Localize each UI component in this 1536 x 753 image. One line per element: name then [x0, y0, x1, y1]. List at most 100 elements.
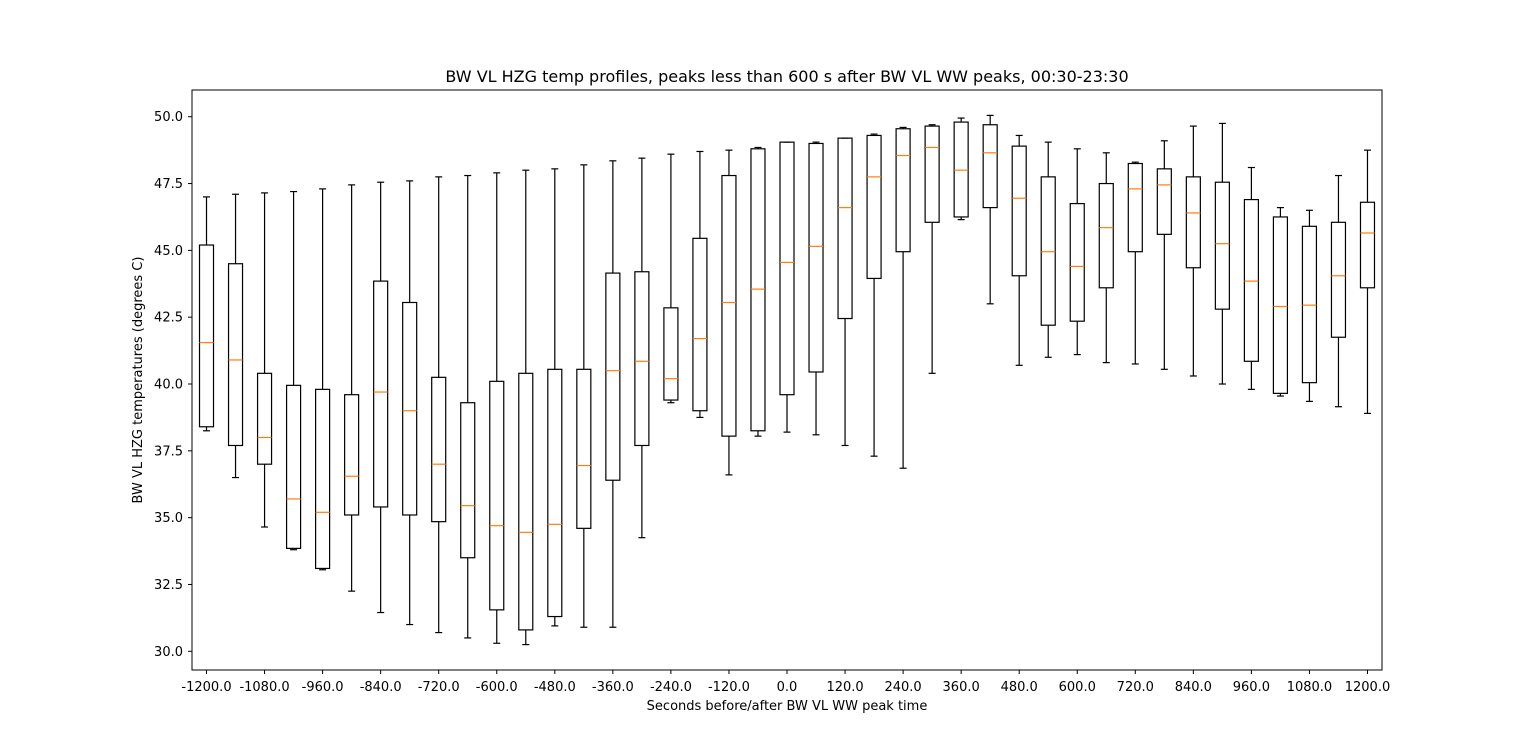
box-body — [634, 271, 650, 447]
box-23 — [866, 133, 882, 457]
box-7 — [402, 180, 418, 626]
y-tick-label: 35.0 — [154, 511, 183, 526]
box-17 — [692, 150, 708, 419]
box-32 — [1127, 161, 1143, 365]
y-tick-label: 40.0 — [154, 378, 183, 393]
box-29 — [1040, 141, 1056, 358]
box-27 — [982, 114, 998, 305]
box-body — [982, 124, 998, 209]
box-39 — [1330, 174, 1347, 408]
x-tick-label: -720.0 — [418, 680, 460, 695]
x-tick-label: 0.0 — [777, 680, 798, 695]
box-body — [1214, 181, 1230, 310]
x-tick-label: 120.0 — [826, 680, 863, 695]
box-body — [1272, 216, 1289, 394]
box-body — [605, 272, 621, 481]
x-tick-label: -480.0 — [534, 680, 576, 695]
box-30 — [1069, 148, 1085, 356]
box-body — [1040, 176, 1056, 326]
x-axis: -1200.0 -1080.0 -960.0 -840.0 -720.0 -600.0 -4… — [181, 670, 1390, 695]
box-body — [518, 372, 534, 631]
box-21 — [808, 141, 824, 436]
box-body — [808, 142, 824, 373]
box-body — [431, 376, 447, 523]
x-axis-label: Seconds before/after BW VL WW peak time — [647, 699, 928, 714]
box-body — [779, 141, 795, 396]
x-tick-label: 600.0 — [1059, 680, 1096, 695]
box-body — [1098, 182, 1114, 289]
x-tick-label: 1200.0 — [1345, 680, 1391, 695]
x-tick-label: -600.0 — [476, 680, 518, 695]
box-11 — [518, 169, 534, 646]
y-tick-label: 45.0 — [154, 244, 183, 259]
x-tick-label: -1200.0 — [181, 680, 231, 695]
box-34 — [1185, 125, 1201, 377]
box-14 — [605, 160, 621, 628]
x-tick-label: 1080.0 — [1287, 680, 1333, 695]
box-body — [576, 368, 592, 529]
y-tick-label: 30.0 — [154, 645, 183, 660]
box-body — [1156, 168, 1172, 235]
box-body — [547, 368, 563, 618]
box-2 — [256, 192, 273, 528]
box-body — [663, 307, 679, 401]
box-body — [402, 301, 418, 516]
x-tick-label: 360.0 — [943, 680, 980, 695]
box-body — [895, 128, 911, 253]
box-body — [1301, 225, 1318, 384]
box-body — [692, 237, 708, 412]
box-body — [315, 388, 331, 570]
box-body — [953, 121, 969, 218]
box-body — [924, 125, 940, 223]
box-body — [344, 394, 360, 516]
box-28 — [1011, 134, 1027, 366]
box-16 — [663, 153, 679, 404]
x-tick-label: 840.0 — [1175, 680, 1212, 695]
box-31 — [1098, 152, 1114, 364]
box-body — [285, 384, 302, 549]
box-body — [837, 137, 853, 320]
box-3 — [285, 190, 302, 551]
x-tick-label: -1080.0 — [239, 680, 289, 695]
box-8 — [431, 176, 447, 634]
y-tick-label: 37.5 — [154, 444, 183, 459]
x-tick-label: 240.0 — [884, 680, 921, 695]
box-body — [750, 148, 766, 432]
x-tick-label: -240.0 — [650, 680, 692, 695]
x-tick-label: -840.0 — [360, 680, 402, 695]
box-6 — [373, 181, 389, 614]
box-26 — [953, 117, 969, 221]
box-body — [1011, 145, 1027, 277]
x-tick-label: -120.0 — [708, 680, 750, 695]
box-9 — [460, 174, 476, 639]
box-0 — [198, 196, 215, 432]
y-axis-label: BW VL HZG temperatures (degrees C) — [131, 257, 146, 504]
box-33 — [1156, 140, 1172, 370]
y-axis: 30.0 32.5 35.0 37.5 40.0 42.5 45.0 47.5 50.0 — [154, 110, 192, 660]
box-body — [1069, 202, 1085, 322]
plot-area — [192, 90, 1382, 670]
box-25 — [924, 124, 940, 374]
box-body — [373, 280, 389, 508]
box-22 — [837, 137, 853, 447]
box-body — [1330, 221, 1347, 338]
boxplot-marks — [198, 114, 1376, 646]
box-24 — [895, 126, 911, 469]
box-body — [1359, 201, 1376, 289]
y-tick-label: 32.5 — [154, 578, 183, 593]
box-35 — [1214, 122, 1230, 385]
box-5 — [344, 184, 360, 592]
box-body — [866, 134, 882, 280]
box-37 — [1272, 207, 1289, 397]
box-body — [721, 174, 737, 437]
box-15 — [634, 157, 650, 539]
box-body — [1127, 162, 1143, 253]
x-tick-label: 720.0 — [1117, 680, 1154, 695]
box-body — [198, 244, 215, 428]
x-tick-label: 960.0 — [1233, 680, 1270, 695]
box-13 — [576, 164, 592, 628]
box-body — [256, 372, 273, 465]
box-body — [227, 263, 244, 447]
box-40 — [1359, 149, 1376, 415]
box-18 — [721, 149, 737, 476]
